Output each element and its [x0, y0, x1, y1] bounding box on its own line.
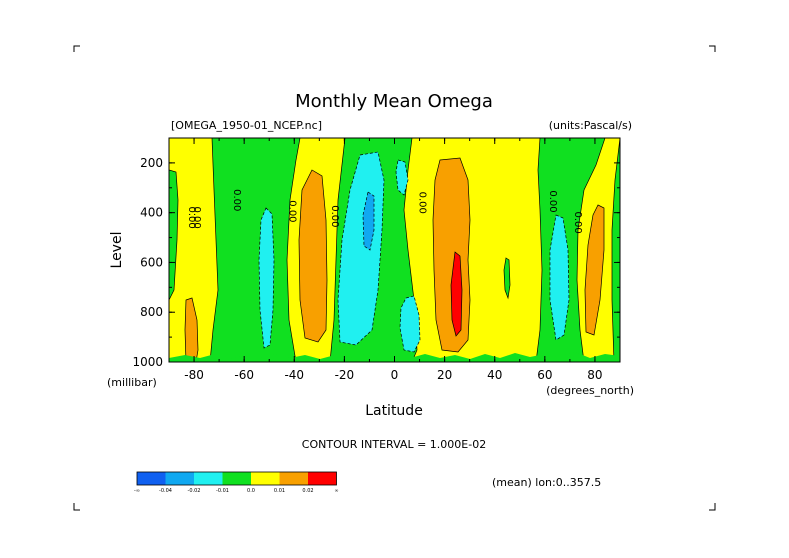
crop-mark-top-right [709, 45, 716, 52]
contour-region-cyan-west [258, 207, 275, 349]
colorbar-swatch-0 [137, 472, 166, 485]
contour-region-orange-west [298, 169, 328, 343]
x-tick-label-4: 0 [391, 368, 399, 382]
crop-mark-bottom-right [709, 503, 716, 511]
y-tick-label-1: 400 [140, 206, 163, 220]
contour-label-5: 0.00 [547, 190, 558, 212]
colorbar-label-3: -0.01 [216, 488, 229, 494]
contour-label-0: 0.00 [186, 207, 197, 229]
y-axis-label: Level [109, 232, 125, 269]
colorbar-label-0: -∞ [134, 488, 140, 494]
y-axis: 200 400 600 800 1000 [132, 137, 620, 369]
colorbar-label-2: -0.02 [188, 488, 201, 494]
contour-region-red-core [450, 251, 463, 337]
crop-mark-bottom-left [73, 503, 80, 511]
x-axis-label: Latitude [365, 403, 423, 419]
colorbar-label-5: 0.01 [274, 488, 285, 494]
x-tick-label-6: 40 [487, 368, 502, 382]
x-tick-label-7: 60 [537, 368, 552, 382]
crop-marks [73, 45, 716, 511]
colorbar-swatch-6 [308, 472, 337, 485]
contour-region-left-edge-green [169, 169, 179, 301]
x-tick-label-8: 80 [587, 368, 602, 382]
colorbar-label-1: -0.04 [159, 488, 172, 494]
colorbar-swatch-1 [165, 472, 194, 485]
dataset-label: [OMEGA_1950-01_NCEP.nc] [171, 119, 322, 132]
y-tick-label-3: 800 [140, 305, 163, 319]
colorbar-frame [136, 471, 337, 486]
x-axis-units: (degrees_north) [546, 384, 634, 397]
colorbar-label-7: ∞ [334, 488, 338, 494]
contour-labels: 0.000.000.00 0.000.00 0.000.000.00 [186, 189, 583, 234]
x-tick-label-1: -60 [234, 368, 254, 382]
contour-label-2: 0.00 [286, 200, 297, 222]
contour-interval-label: CONTOUR INTERVAL = 1.000E-02 [302, 438, 486, 451]
colorbar-swatch-2 [194, 472, 223, 485]
contour-region-left-edge-orange [184, 297, 199, 362]
contour-region-green-west [209, 138, 301, 362]
mean-label: (mean) lon:0..357.5 [492, 476, 601, 489]
colorbar: -∞ -0.04 -0.02 -0.01 0.0 0.01 0.02 ∞ [134, 471, 339, 494]
contour-label-7: 0.00 [191, 207, 202, 229]
colorbar-label-4: 0.0 [247, 488, 255, 494]
colorbar-swatch-5 [279, 472, 308, 485]
contour-region-green-small-40 [503, 257, 511, 300]
colorbar-swatch-4 [251, 472, 280, 485]
x-tick-label-3: -20 [335, 368, 355, 382]
contour-region-green-right-edge [611, 138, 620, 362]
y-axis-units: (millibar) [107, 376, 157, 389]
contour-label-1: 0.00 [231, 189, 242, 211]
contour-fill [169, 138, 620, 362]
y-tick-label-2: 600 [140, 255, 163, 269]
colorbar-swatch-3 [222, 472, 251, 485]
x-tick-label-5: 20 [437, 368, 452, 382]
contour-label-3: 0.00 [329, 205, 340, 227]
contour-region-orange-east [432, 157, 471, 353]
contour-region-cyan-lower [399, 295, 421, 353]
contour-region-orange-far-east [584, 204, 605, 336]
x-tick-label-0: -80 [184, 368, 204, 382]
contour-region-blue-central [362, 191, 375, 251]
crop-mark-top-left [73, 45, 80, 52]
contour-region-cyan-small-upper [395, 159, 409, 196]
y-tick-label-4: 1000 [132, 355, 163, 369]
units-label: (units:Pascal/s) [549, 119, 632, 132]
y-tick-label-0: 200 [140, 156, 163, 170]
contour-region-cyan-east [549, 214, 570, 341]
chart-title: Monthly Mean Omega [295, 91, 493, 112]
contour-label-6: 0.00 [572, 211, 583, 233]
colorbar-label-6: 0.02 [302, 488, 313, 494]
x-tick-label-2: -40 [284, 368, 304, 382]
x-axis: -80 -60 -40 -20 0 20 40 60 80 [168, 138, 621, 382]
contour-label-4: 0.00 [417, 192, 428, 214]
